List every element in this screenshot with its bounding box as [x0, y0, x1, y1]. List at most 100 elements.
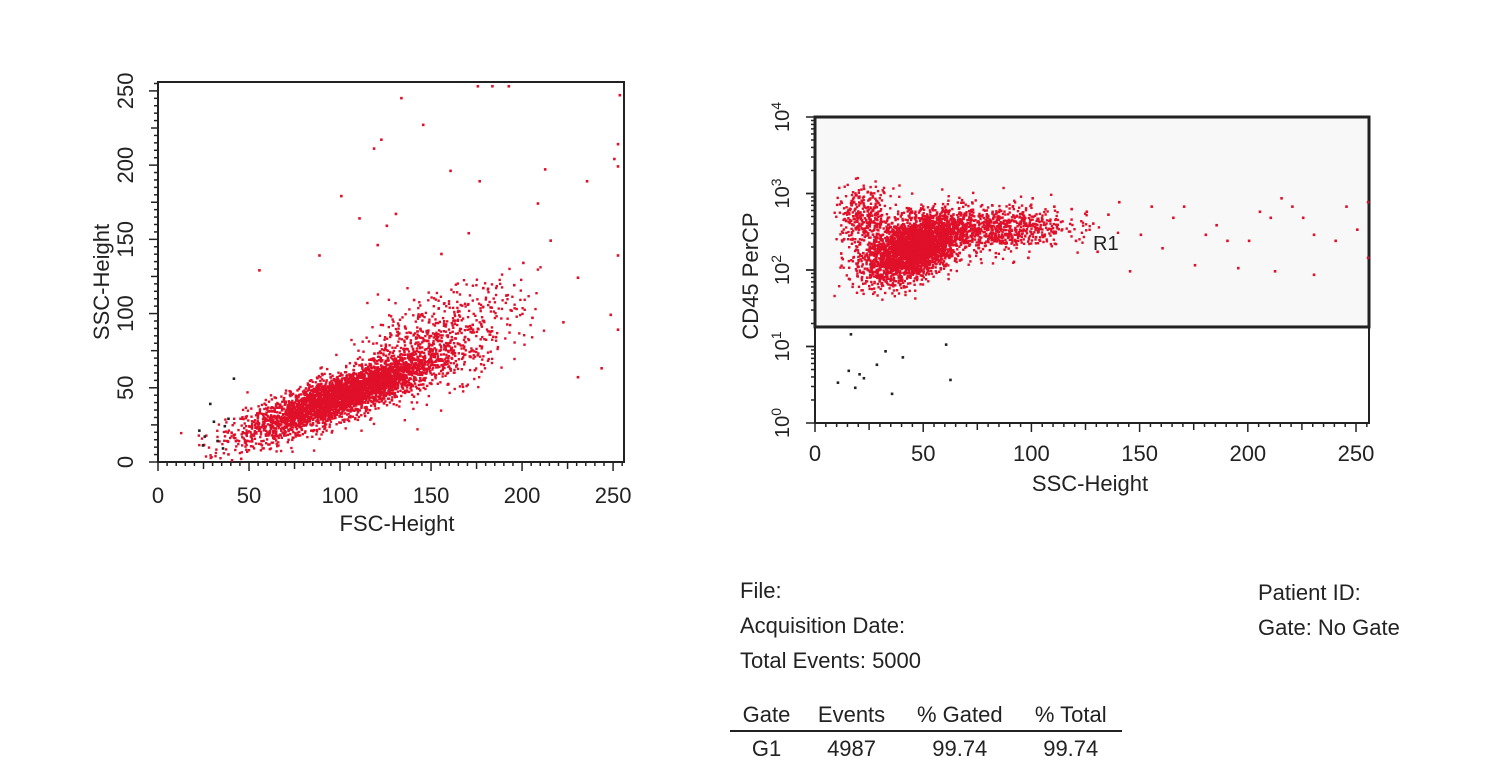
data-point: [348, 373, 351, 377]
data-point: [391, 324, 394, 327]
data-point: [384, 347, 387, 351]
data-point: [412, 378, 415, 381]
data-point: [342, 391, 346, 394]
data-point: [415, 341, 418, 344]
data-point: [396, 376, 400, 379]
data-point: [424, 371, 427, 374]
data-point: [359, 373, 362, 377]
data-point: [391, 354, 394, 358]
data-point: [315, 424, 318, 427]
data-point: [403, 389, 407, 392]
data-point: [406, 335, 409, 338]
data-point: [335, 423, 338, 426]
data-point: [429, 354, 432, 358]
data-point: [456, 367, 460, 371]
data-point: [425, 347, 428, 351]
data-point: [394, 212, 398, 216]
data-point: [420, 350, 424, 354]
data-point: [340, 394, 343, 397]
data-point: [427, 361, 430, 365]
data-point: [259, 426, 262, 429]
data-point: [431, 378, 434, 382]
data-point: [449, 368, 452, 371]
data-point: [257, 442, 261, 446]
data-point: [366, 411, 370, 414]
data-point: [311, 394, 315, 397]
data-point: [369, 390, 372, 393]
data-point: [487, 291, 490, 294]
data-point: [379, 350, 382, 353]
data-point: [299, 385, 302, 389]
data-point: [379, 375, 383, 378]
data-point: [300, 411, 303, 414]
data-point: [399, 356, 402, 359]
data-point: [415, 336, 418, 339]
data-point: [315, 408, 318, 411]
data-point: [408, 369, 411, 372]
data-point: [436, 355, 440, 358]
data-point: [330, 412, 333, 415]
data-point: [319, 394, 322, 398]
data-point: [562, 320, 565, 324]
data-point: [405, 361, 408, 365]
data-point: [472, 354, 475, 357]
data-point: [447, 382, 450, 386]
data-point: [364, 410, 368, 413]
data-point: [449, 361, 452, 365]
data-point: [250, 427, 254, 430]
data-point: [539, 266, 542, 269]
data-point: [283, 421, 287, 425]
y-axis-label: SSC-Height: [89, 224, 114, 340]
data-point: [341, 383, 345, 386]
data-point: [325, 379, 328, 382]
data-point: [309, 400, 313, 403]
data-point: [422, 338, 425, 341]
data-point: [308, 419, 311, 422]
data-point: [479, 363, 483, 366]
data-point: [297, 407, 300, 411]
data-point: [481, 358, 484, 361]
data-point: [275, 430, 278, 433]
data-point: [416, 317, 420, 320]
data-point: [434, 334, 437, 337]
data-point: [295, 416, 299, 419]
data-point: [276, 414, 280, 417]
data-point: [335, 405, 338, 408]
data-point: [343, 418, 346, 421]
data-point: [404, 313, 407, 316]
data-point: [264, 418, 268, 422]
data-point: [388, 393, 391, 397]
data-point: [288, 402, 291, 405]
data-point: [465, 283, 468, 286]
data-point: [332, 377, 336, 381]
data-point: [444, 330, 448, 333]
data-point: [393, 370, 396, 373]
data-point: [331, 388, 334, 391]
data-point: [411, 393, 414, 396]
data-point: [241, 408, 245, 412]
data-point: [453, 368, 456, 372]
data-point: [379, 391, 382, 394]
data-point: [404, 335, 407, 339]
data-point: [241, 436, 244, 439]
plot1-points: [180, 84, 622, 462]
data-point: [456, 306, 459, 310]
data-point: [473, 350, 476, 353]
data-point: [434, 318, 437, 321]
data-point: [446, 342, 450, 345]
data-point: [405, 367, 409, 371]
data-point: [443, 358, 447, 361]
data-point: [224, 448, 228, 451]
data-point: [295, 411, 299, 414]
data-point: [352, 389, 355, 392]
data-point: [256, 422, 260, 425]
data-point: [420, 367, 423, 370]
data-point: [356, 357, 360, 361]
data-point: [335, 353, 338, 357]
data-point: [376, 293, 380, 296]
data-point: [436, 358, 439, 362]
data-point: [427, 367, 431, 371]
data-point: [409, 342, 413, 345]
data-point: [294, 435, 297, 438]
data-point: [415, 349, 419, 353]
